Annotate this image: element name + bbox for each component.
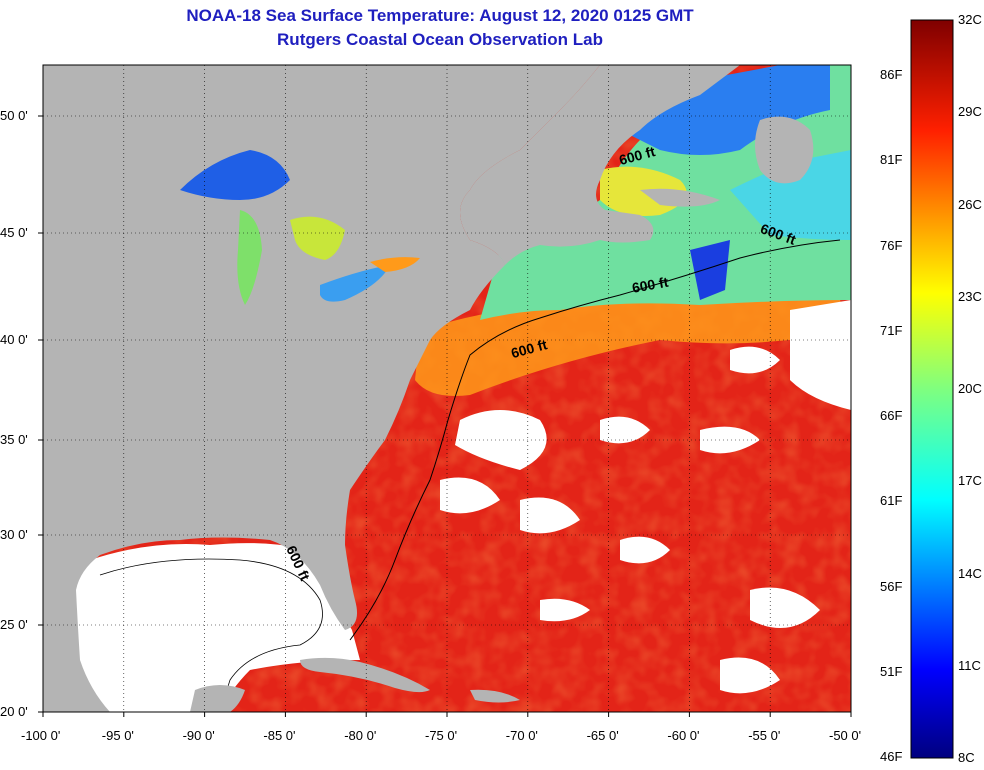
lake-erie xyxy=(320,265,390,302)
colorbar-fahrenheit-label: 76F xyxy=(880,237,903,253)
lat-tick-label: 25 0' xyxy=(0,617,28,632)
gulf-of-mexico xyxy=(75,543,360,712)
lon-tick-label: -60 0' xyxy=(667,728,700,743)
lake-ontario xyxy=(370,257,420,272)
lat-tick-label: 45 0' xyxy=(0,225,28,240)
contour-label: 600 ft xyxy=(631,274,670,296)
colorbar-celsius-label: 23C xyxy=(958,288,982,304)
lake-michigan xyxy=(237,210,262,305)
colorbar-celsius-label: 20C xyxy=(958,381,982,396)
lon-tick-label: -55 0' xyxy=(748,728,781,743)
colorbar-celsius-label: 26C xyxy=(958,196,982,212)
colorbar-fahrenheit-label: 86F xyxy=(880,67,903,82)
lon-tick-label: -85 0' xyxy=(263,728,296,743)
lat-tick-label: 40 0' xyxy=(0,332,28,347)
colorbar-celsius-label: 17C xyxy=(958,473,982,489)
colorbar-celsius-label: 14C xyxy=(958,565,982,581)
lake-superior xyxy=(180,150,290,200)
colorbar-fahrenheit-label: 81F xyxy=(880,152,903,168)
lat-tick-label: 30 0' xyxy=(0,527,28,542)
colorbar-celsius-label: 8C xyxy=(958,750,975,765)
contour-600ft xyxy=(349,239,841,641)
colorbar-fahrenheit-label: 46F xyxy=(880,749,903,764)
colorbar-celsius-label: 32C xyxy=(958,12,982,27)
lon-tick-label: -50 0' xyxy=(829,728,862,743)
colorbar xyxy=(910,19,954,759)
colorbar-fahrenheit-label: 61F xyxy=(880,493,903,509)
lake-huron xyxy=(290,216,345,260)
lat-tick-label: 20 0' xyxy=(0,704,28,719)
lon-tick-label: -65 0' xyxy=(586,728,619,743)
lon-tick-label: -80 0' xyxy=(344,728,377,743)
lat-tick-label: 35 0' xyxy=(0,432,28,447)
lon-tick-label: -75 0' xyxy=(425,728,458,743)
colorbar-fahrenheit-label: 71F xyxy=(880,322,903,338)
colorbar-fahrenheit-label: 51F xyxy=(880,663,903,679)
land-north-america xyxy=(43,65,600,630)
colorbar-celsius-label: 11C xyxy=(958,657,981,673)
chart-subtitle: Rutgers Coastal Ocean Observation Lab xyxy=(277,30,603,49)
colorbar-celsius-label: 29C xyxy=(958,104,982,120)
colorbar-fahrenheit-label: 66F xyxy=(880,408,903,423)
colorbar-fahrenheit-label: 56F xyxy=(880,578,903,594)
lat-tick-label: 50 0' xyxy=(0,108,28,123)
chart-title: NOAA-18 Sea Surface Temperature: August … xyxy=(186,6,694,25)
lon-tick-label: -90 0' xyxy=(182,728,215,743)
lon-tick-label: -70 0' xyxy=(505,728,538,743)
lon-tick-label: -95 0' xyxy=(101,728,134,743)
lon-tick-label: -100 0' xyxy=(21,728,61,743)
